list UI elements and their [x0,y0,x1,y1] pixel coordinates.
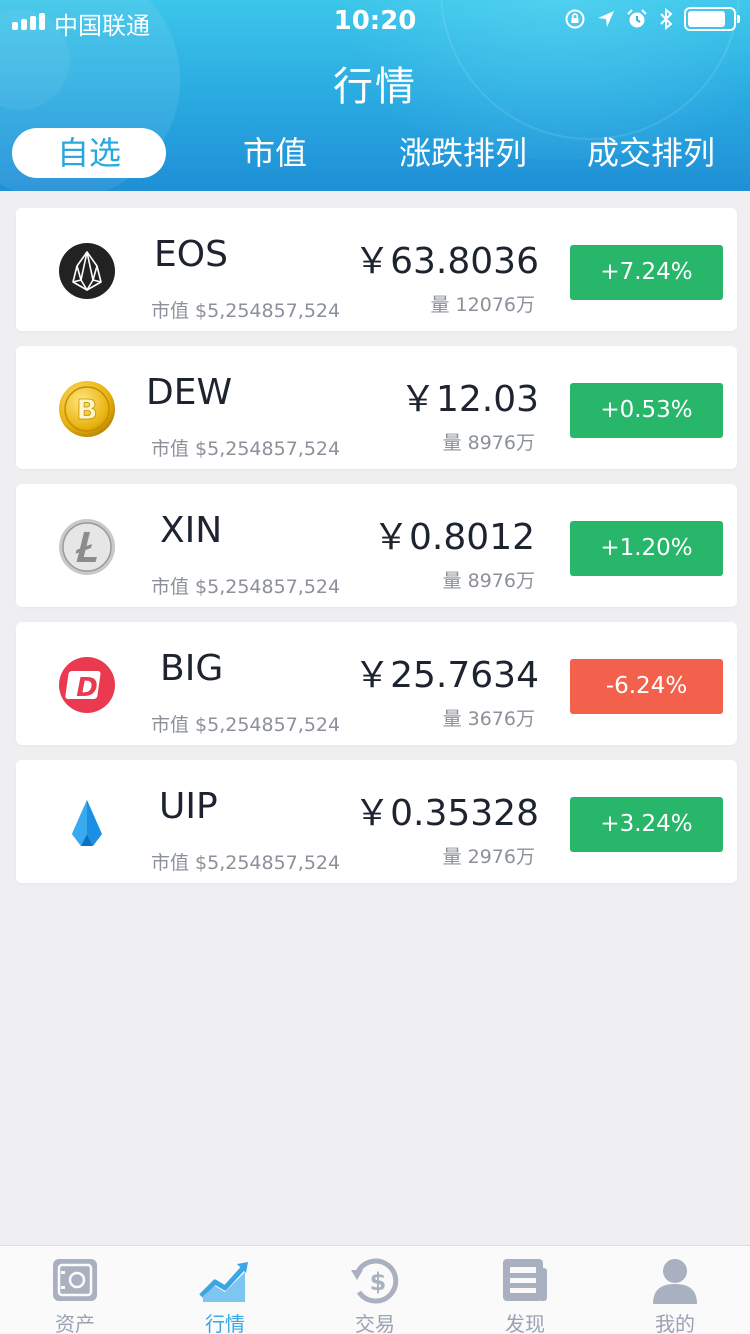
coin-name: UIP [159,786,218,827]
coin-market-cap: 市值 $5,254857,524 [151,852,341,874]
battery-icon [684,7,740,31]
coin-name: EOS [154,234,228,275]
litecoin-icon [59,519,115,575]
blue-crystal-icon [72,800,102,846]
coin-market-cap: 市值 $5,254857,524 [151,714,341,736]
coin-list: EOS 市值 $5,254857,524 ￥63.8036 量 12076万 +… [16,208,737,898]
bottom-tab-bar: 资产 行情 $ 交易 发现 我的 [0,1245,750,1334]
page-title: 行情 [333,64,417,110]
alarm-icon [627,9,647,28]
battery-fill [688,11,726,27]
change-badge[interactable]: +7.24% [570,245,723,300]
coin-market-cap: 市值 $5,254857,524 [151,300,341,322]
tabbar-item-assets[interactable]: 资产 [0,1246,150,1334]
coin-name: BIG [160,648,224,689]
tabbar-item-me[interactable]: 我的 [600,1246,750,1334]
orientation-lock-icon [565,9,585,29]
carrier-label: 中国联通 [54,12,150,40]
svg-text:B: B [76,393,97,426]
svg-text:$: $ [370,1268,387,1296]
change-badge[interactable]: +1.20% [570,521,723,576]
coin-volume: 量 8976万 [442,570,535,592]
bluetooth-icon [660,7,673,31]
coin-volume: 量 8976万 [442,432,535,454]
change-badge[interactable]: -6.24% [570,659,723,714]
coin-card-eos[interactable]: EOS 市值 $5,254857,524 ￥63.8036 量 12076万 +… [16,208,737,331]
safe-icon [53,1259,97,1301]
tabbar-label: 我的 [655,1312,695,1334]
coin-card-uip[interactable]: UIP 市值 $5,254857,524 ￥0.35328 量 2976万 +3… [16,760,737,883]
coin-card-xin[interactable]: XIN 市值 $5,254857,524 ￥0.8012 量 8976万 +1.… [16,484,737,607]
tab-change-rank[interactable]: 涨跌排列 [398,134,527,172]
coin-price: ￥0.35328 [354,793,539,834]
coin-name: XIN [160,510,223,551]
tabbar-item-trade[interactable]: $ 交易 [300,1246,450,1334]
market-tabs: 自选 市值 涨跌排列 成交排列 [0,128,750,180]
coin-price: ￥25.7634 [354,655,539,696]
bitcoin-gold-icon: B [59,381,115,437]
change-badge[interactable]: +0.53% [570,383,723,438]
tabbar-label: 发现 [505,1312,545,1334]
chart-trend-icon [199,1262,248,1302]
coin-card-dew[interactable]: B DEW 市值 $5,254857,524 ￥12.03 量 8976万 +0… [16,346,737,469]
status-bar: 中国联通 10:20 [0,0,750,40]
coin-name: DEW [146,372,233,413]
coin-market-cap: 市值 $5,254857,524 [151,438,341,460]
tab-market-cap[interactable]: 市值 [242,134,307,172]
coin-market-cap: 市值 $5,254857,524 [151,576,341,598]
header: 中国联通 10:20 行情 自选 [0,0,750,191]
eos-icon [59,243,115,299]
coin-volume: 量 12076万 [430,294,535,316]
tab-volume-rank[interactable]: 成交排列 [586,134,715,172]
tab-watchlist[interactable]: 自选 [12,128,166,178]
change-badge[interactable]: +3.24% [570,797,723,852]
signal-icon [12,12,45,30]
tabbar-label: 资产 [55,1312,95,1334]
red-d-icon: D [59,657,115,713]
tabbar-item-discover[interactable]: 发现 [450,1246,600,1334]
location-arrow-icon [598,11,614,27]
exchange-dollar-icon: $ [351,1258,399,1304]
user-icon [653,1259,697,1304]
coin-volume: 量 3676万 [442,708,535,730]
tabbar-label: 交易 [355,1312,395,1334]
coin-price: ￥12.03 [399,379,539,420]
tabbar-label: 行情 [205,1312,245,1334]
tabbar-item-market[interactable]: 行情 [150,1246,300,1334]
svg-text:D: D [76,673,98,703]
coin-price: ￥0.8012 [373,517,535,558]
coin-volume: 量 2976万 [442,846,535,868]
news-icon [503,1259,547,1301]
status-time: 10:20 [333,6,417,36]
coin-card-big[interactable]: D BIG 市值 $5,254857,524 ￥25.7634 量 3676万 … [16,622,737,745]
coin-price: ￥63.8036 [354,241,539,282]
